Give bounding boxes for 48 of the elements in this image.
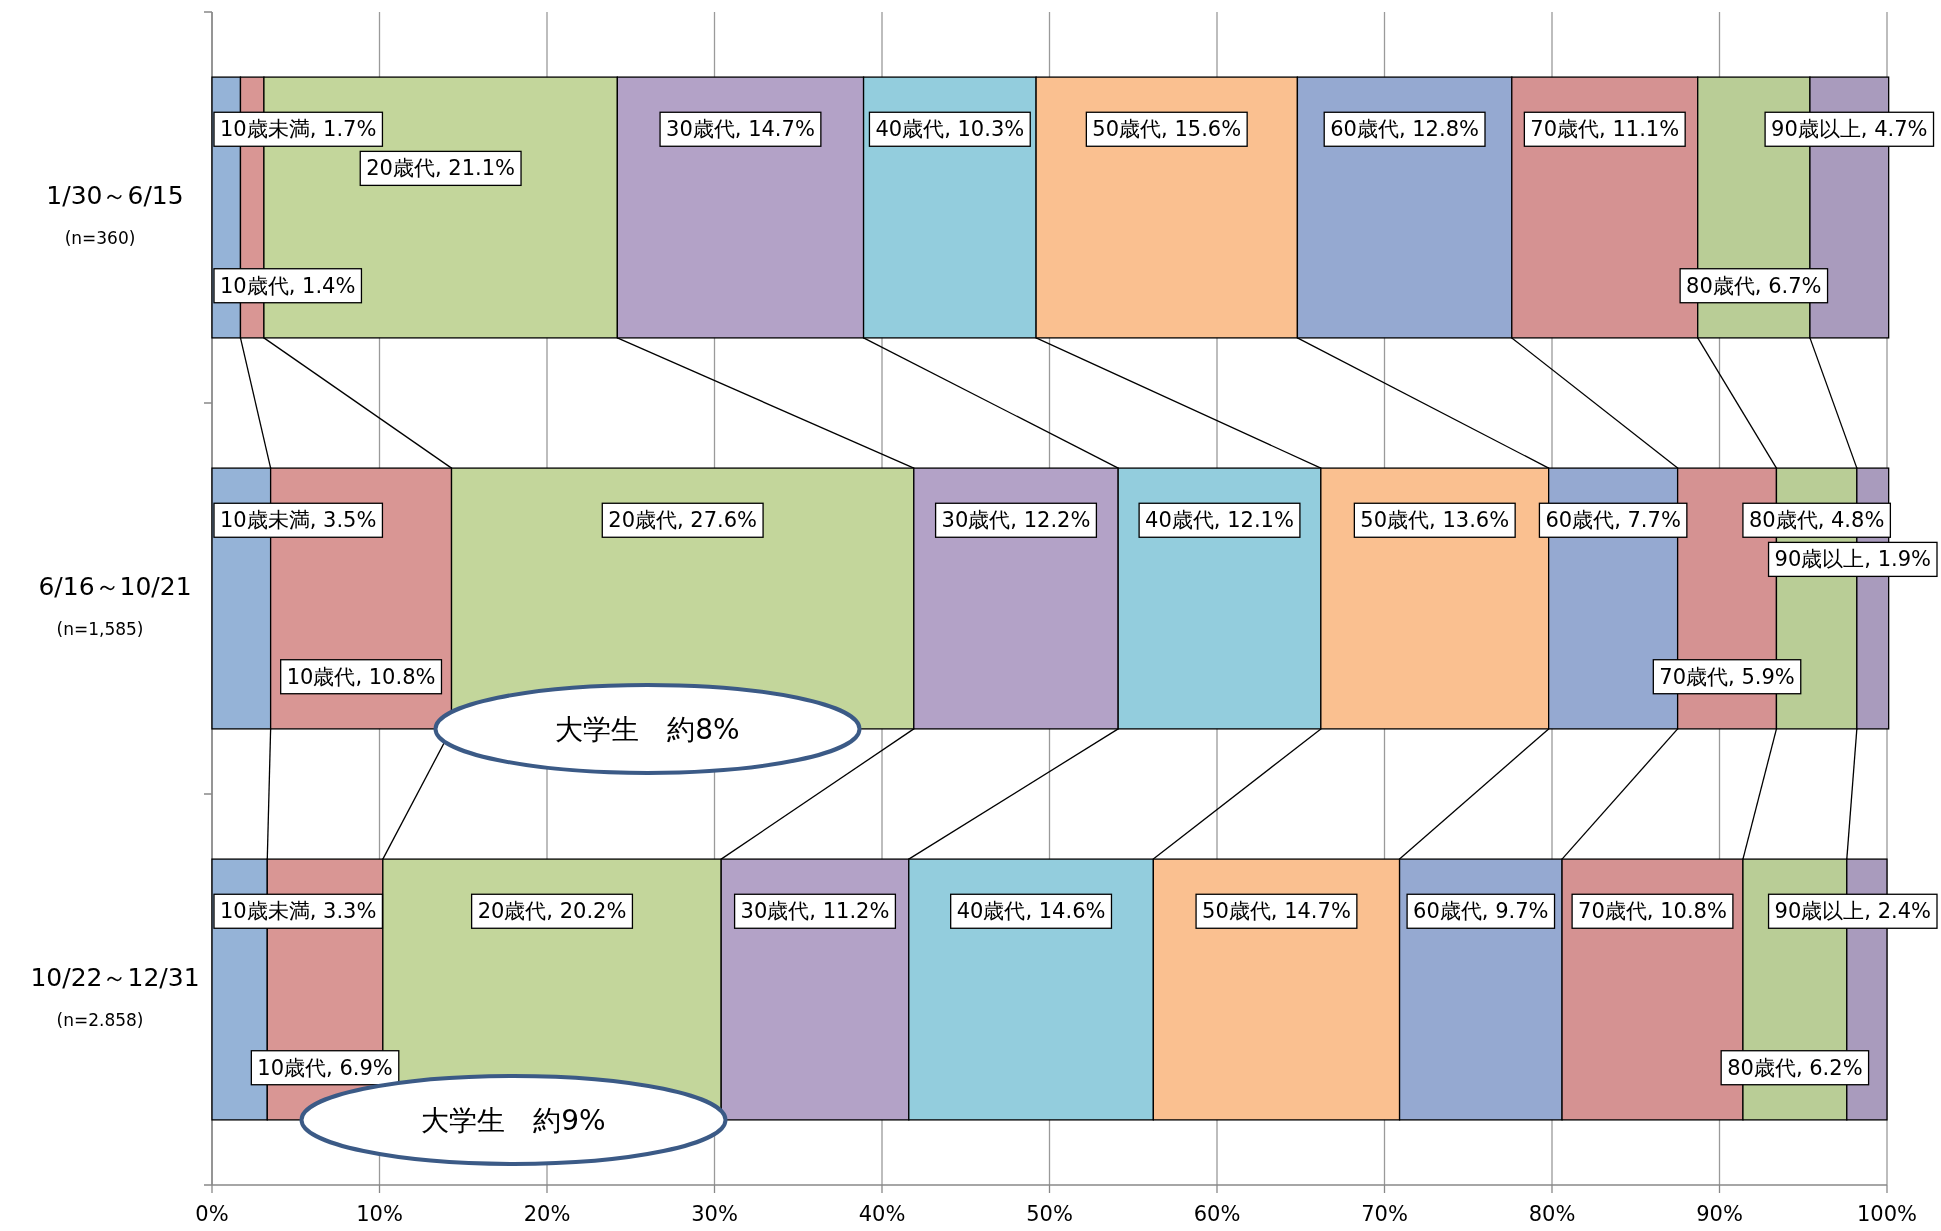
x-tick-label: 50% <box>1026 1202 1073 1226</box>
x-tick-label: 90% <box>1696 1202 1743 1226</box>
data-label: 50歳代, 14.7% <box>1202 899 1351 924</box>
annotation: 大学生 約9% <box>421 1103 606 1137</box>
data-label: 10歳未満, 3.5% <box>220 508 377 533</box>
data-label: 10歳未満, 3.3% <box>220 899 377 924</box>
data-label: 60歳代, 9.7% <box>1413 899 1549 924</box>
data-label: 20歳代, 27.6% <box>608 508 758 533</box>
data-label: 20歳代, 20.2% <box>477 899 627 924</box>
x-tick-label: 60% <box>1193 1202 1241 1226</box>
data-label: 80歳代, 6.2% <box>1727 1055 1863 1080</box>
x-tick-label: 0% <box>195 1202 229 1226</box>
data-label: 20歳代, 21.1% <box>366 156 516 181</box>
data-label: 30歳代, 11.2% <box>740 899 890 924</box>
data-label: 90歳以上, 4.7% <box>1771 117 1928 142</box>
data-label: 10歳未満, 1.7% <box>220 117 377 142</box>
data-label: 10歳代, 10.8% <box>286 664 436 689</box>
text: (n=1,585) <box>56 618 144 639</box>
y-tick-label: 6/16～10/21 <box>38 571 192 601</box>
text: (n=360) <box>64 227 136 248</box>
data-label: 50歳代, 15.6% <box>1092 117 1242 142</box>
text: (n=2.858) <box>56 1009 144 1030</box>
data-label: 40歳代, 10.3% <box>875 117 1025 142</box>
data-label: 80歳代, 6.7% <box>1686 273 1822 298</box>
annotation: 大学生 約8% <box>555 712 740 746</box>
data-label: 40歳代, 12.1% <box>1145 508 1294 533</box>
data-label: 30歳代, 14.7% <box>666 117 815 142</box>
data-label: 70歳代, 5.9% <box>1659 664 1795 689</box>
x-tick-label: 20% <box>523 1202 571 1226</box>
data-label: 60歳代, 7.7% <box>1545 508 1681 533</box>
data-label: 50歳代, 13.6% <box>1360 508 1510 533</box>
data-label: 40歳代, 14.6% <box>956 899 1106 924</box>
data-label: 70歳代, 11.1% <box>1530 117 1680 142</box>
data-label: 30歳代, 12.2% <box>941 508 1091 533</box>
x-tick-label: 80% <box>1528 1202 1576 1226</box>
data-label: 90歳以上, 1.9% <box>1774 547 1931 572</box>
x-tick-label: 100% <box>1856 1202 1918 1226</box>
data-label: 90歳以上, 2.4% <box>1774 899 1931 924</box>
x-tick-label: 10% <box>356 1202 403 1226</box>
data-label: 80歳代, 4.8% <box>1748 508 1885 533</box>
data-label: 70歳代, 10.8% <box>1578 899 1727 924</box>
data-label: 10歳代, 1.4% <box>220 273 356 298</box>
data-label: 60歳代, 12.8% <box>1330 117 1479 142</box>
x-tick-label: 70% <box>1361 1202 1408 1226</box>
y-tick-label: 1/30～6/15 <box>46 180 184 210</box>
x-tick-label: 30% <box>691 1202 738 1226</box>
y-tick-label: 10/22～12/31 <box>30 962 200 992</box>
x-tick-label: 40% <box>858 1202 906 1226</box>
